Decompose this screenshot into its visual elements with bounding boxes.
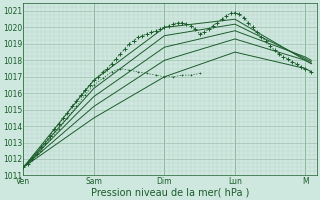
X-axis label: Pression niveau de la mer( hPa ): Pression niveau de la mer( hPa ) [91,187,250,197]
